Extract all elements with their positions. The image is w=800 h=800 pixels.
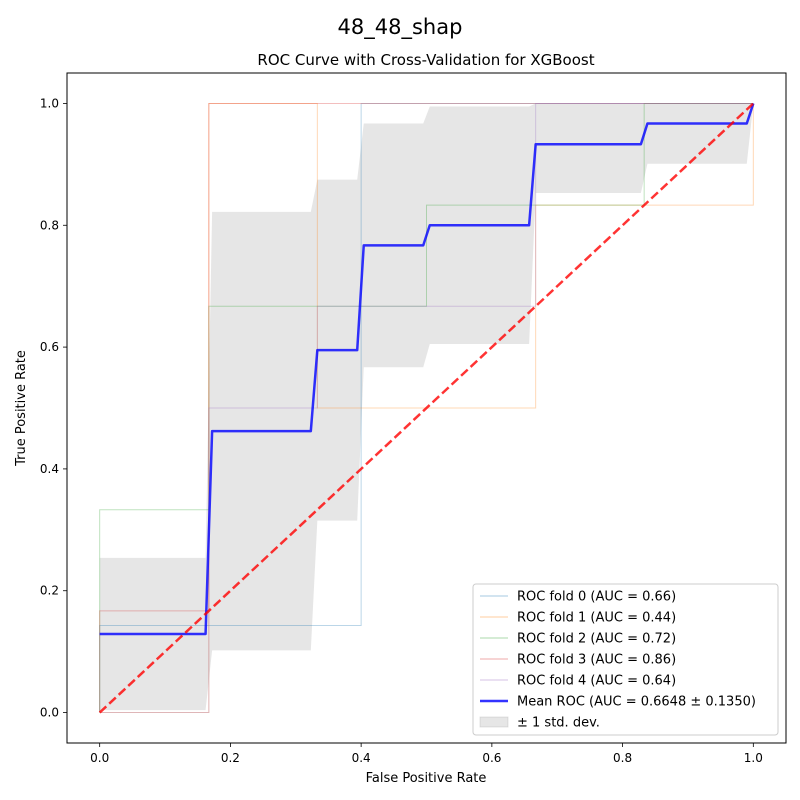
legend-label: ROC fold 3 (AUC = 0.86) bbox=[517, 653, 676, 668]
y-tick-label: 0.4 bbox=[40, 462, 59, 476]
x-axis: 0.0 0.2 0.4 0.6 0.8 1.0 bbox=[90, 743, 763, 765]
legend-label: Mean ROC (AUC = 0.6648 ± 0.1350) bbox=[517, 695, 756, 710]
y-tick-label: 0.2 bbox=[40, 584, 59, 598]
legend-box bbox=[472, 583, 779, 736]
legend-label: ± 1 std. dev. bbox=[517, 716, 600, 731]
chance-line bbox=[98, 102, 755, 714]
legend-label: ROC fold 2 (AUC = 0.72) bbox=[517, 632, 676, 647]
legend-swatch bbox=[479, 716, 509, 728]
y-tick-label: 0.8 bbox=[40, 218, 59, 232]
legend-label: ROC fold 0 (AUC = 0.66) bbox=[517, 590, 676, 605]
plot-area bbox=[66, 72, 787, 744]
roc-fold-0-line bbox=[99, 102, 754, 713]
y-axis-label: True Positive Rate bbox=[14, 350, 29, 467]
legend-label: ROC fold 4 (AUC = 0.64) bbox=[517, 674, 676, 689]
x-axis-label: False Positive Rate bbox=[366, 771, 487, 786]
mean-roc-line bbox=[99, 103, 755, 636]
axes-frame bbox=[66, 72, 787, 744]
x-tick-label: 0.2 bbox=[221, 751, 240, 765]
x-tick-label: 0.4 bbox=[352, 751, 371, 765]
std-band bbox=[99, 103, 754, 711]
x-tick-label: 0.6 bbox=[482, 751, 501, 765]
x-tick-label: 1.0 bbox=[744, 751, 763, 765]
x-tick-label: 0.0 bbox=[90, 751, 109, 765]
y-axis: 0.0 0.2 0.4 0.6 0.8 1.0 bbox=[40, 96, 67, 720]
x-tick-label: 0.8 bbox=[613, 751, 632, 765]
chart-title: ROC Curve with Cross-Validation for XGBo… bbox=[257, 51, 594, 69]
figure-suptitle: 48_48_shap bbox=[338, 15, 463, 40]
y-tick-label: 0.0 bbox=[40, 706, 59, 720]
y-tick-label: 1.0 bbox=[40, 96, 59, 110]
legend-label: ROC fold 1 (AUC = 0.44) bbox=[517, 611, 676, 626]
legend: ROC fold 0 (AUC = 0.66) ROC fold 1 (AUC =… bbox=[472, 583, 779, 736]
y-tick-label: 0.6 bbox=[40, 340, 59, 354]
